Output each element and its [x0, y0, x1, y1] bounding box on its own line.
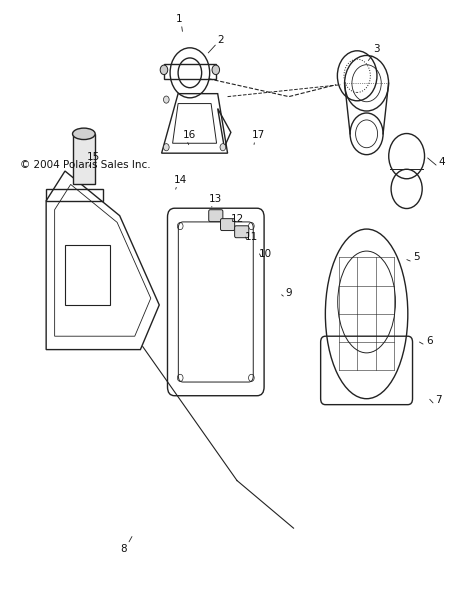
Circle shape	[212, 65, 219, 75]
Text: 2: 2	[217, 35, 224, 45]
Text: 3: 3	[373, 44, 380, 54]
Text: 14: 14	[174, 175, 187, 185]
FancyBboxPatch shape	[220, 219, 235, 231]
Bar	[164, 64, 216, 79]
Text: 11: 11	[245, 231, 258, 242]
Text: 15: 15	[87, 152, 100, 162]
Text: 7: 7	[435, 395, 441, 405]
Bar	[73, 134, 95, 184]
Text: 1: 1	[176, 14, 183, 25]
Text: 13: 13	[209, 194, 222, 204]
Text: 16: 16	[183, 130, 197, 141]
Circle shape	[220, 144, 226, 151]
Circle shape	[164, 96, 169, 103]
Text: 10: 10	[259, 249, 272, 260]
Bar	[65, 245, 110, 305]
Text: 9: 9	[285, 288, 292, 298]
Text: 5: 5	[413, 252, 419, 263]
Ellipse shape	[73, 128, 95, 139]
FancyBboxPatch shape	[209, 210, 223, 222]
Text: 6: 6	[426, 335, 433, 346]
Text: © 2004 Polaris Sales Inc.: © 2004 Polaris Sales Inc.	[20, 160, 151, 170]
Circle shape	[164, 144, 169, 151]
Text: 17: 17	[252, 130, 265, 141]
FancyBboxPatch shape	[235, 226, 249, 237]
Text: 8: 8	[120, 544, 127, 554]
Circle shape	[160, 65, 168, 75]
Text: 12: 12	[230, 213, 244, 224]
Text: 4: 4	[438, 157, 445, 167]
